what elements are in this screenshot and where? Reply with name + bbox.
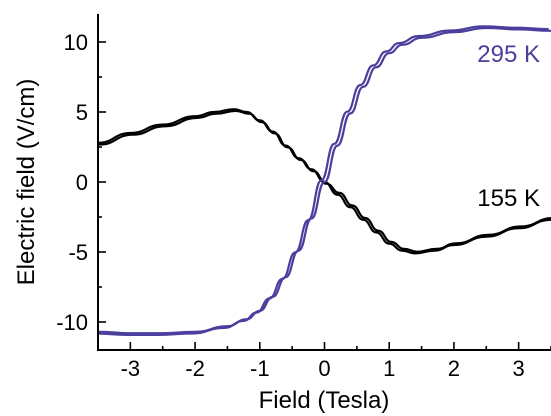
series-line-295k-up <box>98 26 551 335</box>
series-layer <box>98 25 551 336</box>
y-tick-label: 0 <box>76 170 88 195</box>
series-line-155k-down <box>98 109 551 253</box>
y-tick-label: 10 <box>64 30 88 55</box>
series-label-295k: 295 K <box>477 41 540 68</box>
series-label-155k: 155 K <box>477 185 540 212</box>
x-tick-label: -2 <box>185 356 205 381</box>
y-tick-label: -5 <box>68 240 88 265</box>
x-tick-label: -3 <box>121 356 141 381</box>
y-tick-label: -10 <box>56 310 88 335</box>
x-tick-label: -1 <box>250 356 270 381</box>
y-tick-label: 5 <box>76 100 88 125</box>
x-tick-label: 3 <box>513 356 525 381</box>
x-tick-label: 1 <box>383 356 395 381</box>
labels-layer: Field (Tesla) Electric field (V/cm) 155 … <box>13 41 540 414</box>
x-tick-label: 2 <box>448 356 460 381</box>
x-tick-label: 0 <box>318 356 330 381</box>
x-axis-title: Field (Tesla) <box>259 387 390 414</box>
series-line-295k-down <box>98 25 549 336</box>
y-axis-title: Electric field (V/cm) <box>13 79 40 286</box>
